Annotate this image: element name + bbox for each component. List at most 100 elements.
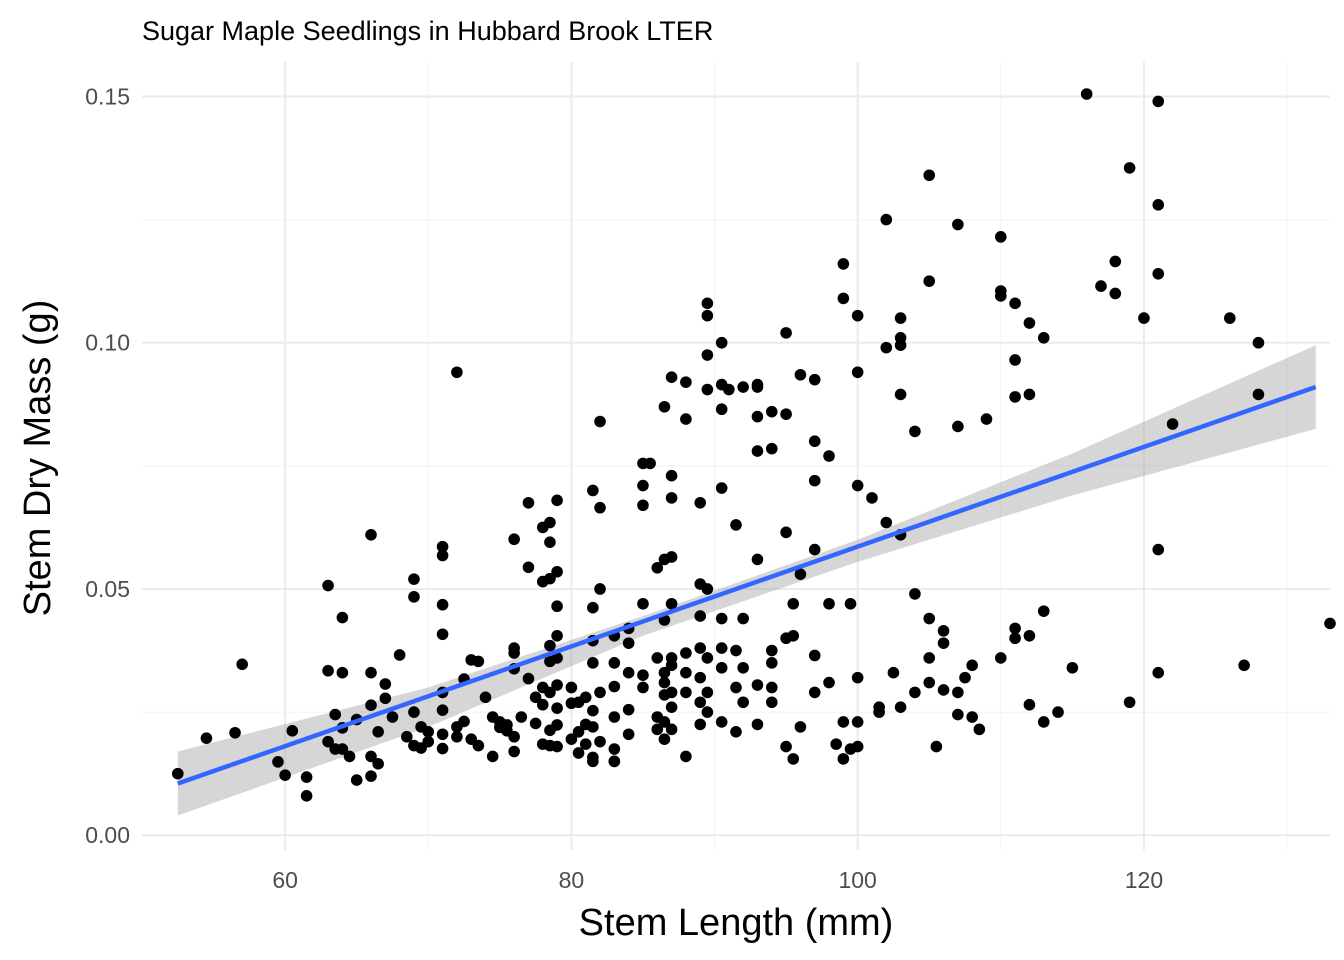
data-point	[1152, 666, 1165, 679]
data-point	[350, 774, 363, 786]
data-point	[823, 597, 835, 610]
data-point	[637, 669, 649, 681]
data-point	[436, 704, 449, 716]
data-point	[637, 681, 649, 694]
data-point	[715, 642, 728, 654]
data-point	[808, 474, 821, 487]
data-point	[966, 711, 978, 723]
data-point	[701, 583, 714, 595]
data-point	[651, 723, 664, 736]
data-point	[1066, 661, 1079, 674]
data-point	[751, 553, 764, 566]
data-point	[1324, 617, 1336, 630]
data-point	[851, 309, 864, 322]
data-point	[923, 612, 936, 625]
data-point	[422, 735, 435, 748]
data-point	[1037, 332, 1050, 344]
data-point	[379, 678, 392, 690]
data-point	[544, 516, 556, 529]
data-point	[823, 676, 835, 689]
data-point	[1037, 716, 1050, 728]
data-point	[851, 366, 864, 379]
y-axis-tick-labels: 0.00 0.05 0.10 0.15	[85, 83, 130, 848]
data-point	[372, 726, 384, 738]
data-point	[436, 540, 449, 553]
data-point	[937, 684, 950, 696]
data-point	[952, 708, 964, 721]
data-point	[1166, 418, 1179, 430]
data-point	[587, 601, 599, 614]
data-point	[551, 494, 563, 507]
data-point	[730, 726, 742, 738]
data-point	[665, 492, 678, 504]
data-point	[844, 597, 857, 610]
x-tick-label: 100	[838, 867, 876, 893]
data-point	[551, 600, 563, 613]
data-point	[952, 218, 964, 231]
data-point	[1152, 267, 1165, 280]
data-point	[701, 652, 714, 664]
data-point	[923, 275, 936, 287]
data-point	[336, 743, 349, 755]
data-point	[400, 730, 413, 743]
data-point	[637, 597, 649, 610]
data-point	[665, 659, 678, 672]
data-point	[594, 686, 606, 699]
data-point	[701, 309, 714, 322]
data-point	[730, 681, 742, 694]
y-axis-title: Stem Dry Mass (g)	[17, 300, 59, 617]
data-point	[658, 676, 671, 689]
data-point	[723, 383, 735, 396]
data-point	[286, 725, 299, 737]
data-point	[522, 672, 535, 685]
data-point	[365, 770, 377, 782]
y-tick-label: 0.05	[85, 576, 130, 602]
data-point	[923, 652, 936, 664]
data-point	[851, 740, 864, 753]
data-point	[894, 388, 907, 401]
data-point	[393, 649, 406, 661]
data-point	[952, 420, 964, 433]
data-point	[794, 721, 807, 733]
data-point	[737, 661, 749, 674]
data-point	[229, 726, 241, 739]
data-point	[930, 740, 943, 753]
data-point	[994, 652, 1007, 664]
data-point	[1009, 632, 1021, 645]
data-point	[751, 718, 764, 731]
data-point	[200, 732, 213, 745]
data-point	[365, 750, 377, 763]
data-point	[765, 644, 778, 657]
data-point	[680, 413, 692, 425]
data-point	[565, 681, 578, 694]
data-point	[171, 767, 184, 780]
data-point	[751, 679, 764, 691]
data-point	[1009, 354, 1021, 366]
data-point	[765, 696, 778, 709]
confidence-band	[177, 345, 1316, 816]
data-point	[451, 366, 463, 379]
data-point	[551, 652, 563, 664]
data-point	[737, 696, 749, 709]
data-point	[1252, 388, 1265, 401]
data-point	[522, 496, 535, 509]
data-point	[365, 529, 377, 541]
data-point	[780, 740, 792, 753]
data-point	[866, 492, 878, 504]
data-point	[529, 691, 542, 704]
data-point	[780, 526, 792, 539]
x-axis-tick-labels: 60 80 100 120	[272, 867, 1163, 893]
data-point	[680, 376, 692, 388]
data-point	[665, 469, 678, 482]
data-point	[408, 706, 420, 718]
data-point	[322, 664, 334, 677]
data-point	[515, 711, 528, 723]
data-point	[551, 702, 563, 714]
data-point	[608, 743, 621, 755]
data-point	[608, 755, 621, 768]
data-point	[701, 686, 714, 699]
data-point	[837, 292, 850, 305]
data-point	[909, 686, 921, 699]
data-point	[959, 671, 971, 684]
confidence-band-layer	[177, 345, 1316, 816]
